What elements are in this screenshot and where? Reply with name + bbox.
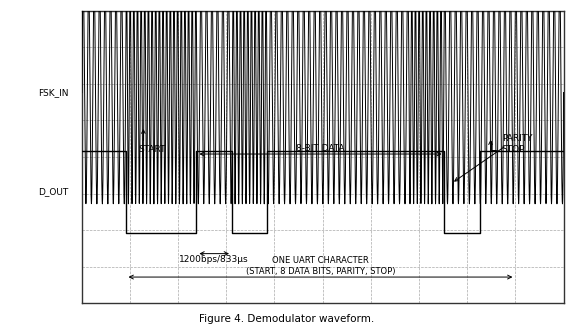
Text: STOP: STOP xyxy=(488,141,525,154)
Text: Figure 4. Demodulator waveform.: Figure 4. Demodulator waveform. xyxy=(199,314,375,324)
Text: START: START xyxy=(139,130,166,154)
Text: FSK_IN: FSK_IN xyxy=(38,88,69,97)
Text: 8-BIT DATA: 8-BIT DATA xyxy=(296,144,345,153)
Text: 1200bps/833μs: 1200bps/833μs xyxy=(180,255,249,264)
Text: PARITY: PARITY xyxy=(455,133,532,181)
Text: D_OUT: D_OUT xyxy=(38,188,69,197)
Text: ONE UART CHARACTER
(START, 8 DATA BITS, PARITY, STOP): ONE UART CHARACTER (START, 8 DATA BITS, … xyxy=(246,256,395,276)
